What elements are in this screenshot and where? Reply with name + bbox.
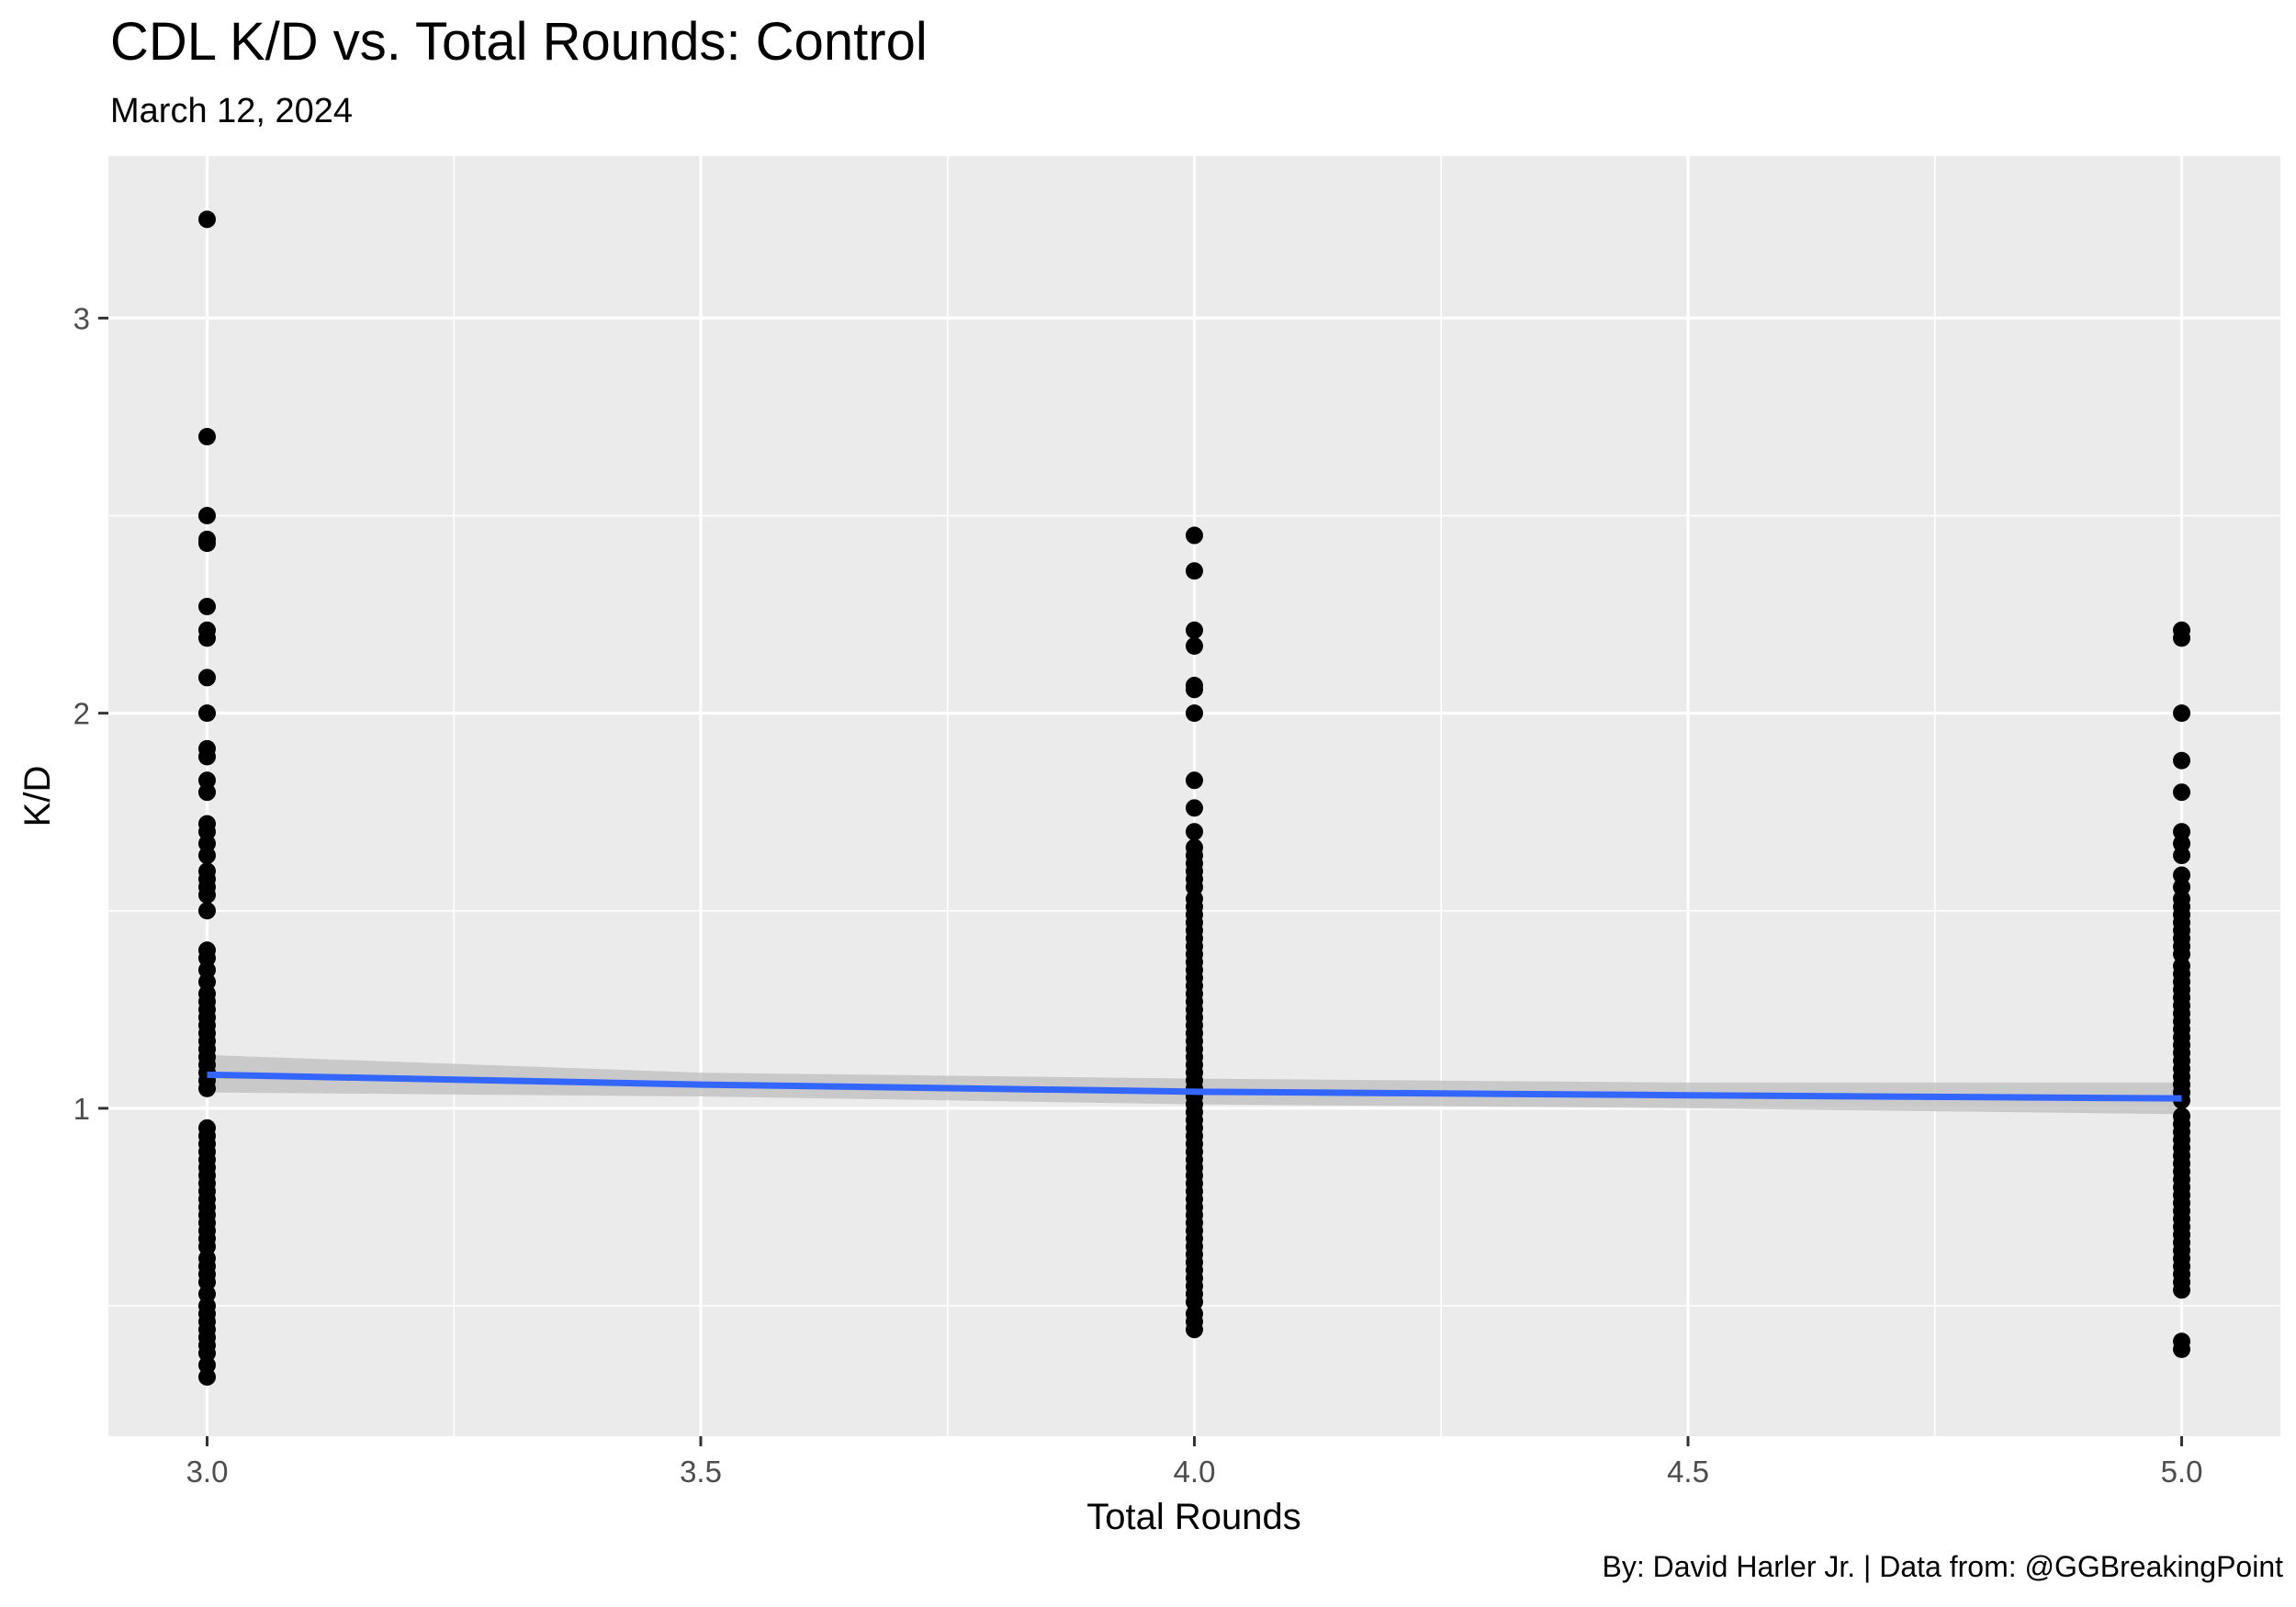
point-2-58	[2173, 1281, 2190, 1299]
x-tick-label-0: 3.0	[186, 1455, 229, 1489]
point-1-70	[1186, 1320, 1203, 1339]
chart-caption: By: David Harler Jr. | Data from: @GGBre…	[1602, 1550, 2283, 1583]
point-1-6	[1186, 704, 1203, 723]
point-0-2	[198, 507, 216, 525]
point-1-8	[1186, 799, 1203, 817]
point-0-0	[198, 210, 216, 229]
point-0-8	[198, 669, 216, 687]
x-tick-label-1: 3.5	[680, 1455, 722, 1489]
point-0-21	[198, 886, 216, 905]
point-0-5	[198, 597, 216, 615]
point-1-9	[1186, 823, 1203, 841]
point-0-39	[198, 1079, 216, 1097]
y-axis: 1 2 3	[73, 301, 108, 1126]
point-0-22	[198, 902, 216, 920]
point-2-1	[2173, 629, 2190, 647]
x-axis: 3.0 3.5 4.0 4.5 5.0	[186, 1436, 2203, 1489]
point-2-60	[2173, 1340, 2190, 1358]
y-tick-label-2: 3	[73, 301, 90, 335]
y-tick-label-1: 2	[73, 697, 90, 731]
point-1-7	[1186, 771, 1203, 790]
point-0-7	[198, 629, 216, 647]
points-layer	[198, 210, 2190, 1386]
point-2-7	[2173, 847, 2190, 865]
point-1-0	[1186, 526, 1203, 545]
point-0-4	[198, 534, 216, 553]
y-tick-label-0: 1	[73, 1092, 90, 1126]
chart-subtitle: March 12, 2024	[110, 92, 354, 130]
point-2-4	[2173, 783, 2190, 802]
x-axis-label: Total Rounds	[1086, 1497, 1300, 1537]
point-0-13	[198, 783, 216, 802]
point-1-2	[1186, 621, 1203, 639]
point-1-1	[1186, 562, 1203, 580]
point-2-3	[2173, 751, 2190, 770]
smooth-line-layer	[207, 1071, 2182, 1102]
y-axis-label: K/D	[17, 766, 58, 827]
point-2-2	[2173, 704, 2190, 723]
smooth-line	[207, 1071, 2182, 1102]
point-0-17	[198, 847, 216, 865]
x-tick-label-2: 4.0	[1174, 1455, 1216, 1489]
point-1-5	[1186, 680, 1203, 699]
point-0-11	[198, 747, 216, 766]
point-1-3	[1186, 637, 1203, 656]
point-0-69	[198, 1367, 216, 1386]
chart-title: CDL K/D vs. Total Rounds: Control	[110, 12, 928, 72]
x-tick-label-4: 5.0	[2161, 1455, 2203, 1489]
point-0-1	[198, 427, 216, 445]
x-tick-label-3: 4.5	[1667, 1455, 1709, 1489]
point-0-9	[198, 704, 216, 723]
